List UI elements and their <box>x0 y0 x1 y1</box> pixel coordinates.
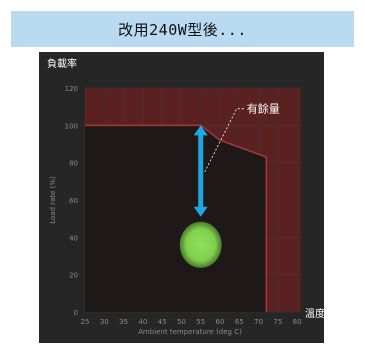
y-tick-label: 100 <box>65 122 78 130</box>
y-tick-label: 60 <box>69 197 78 205</box>
chart-panel: 25 30 35 40 45 50 55 60 65 70 75 80 0 20 40 60 80 100 120… <box>39 52 325 343</box>
x-tick-label: 25 <box>81 318 90 326</box>
arrow-head-down <box>193 206 208 217</box>
x-tick-labels: 25 30 35 40 45 50 55 60 65 70 75 80 <box>81 318 302 326</box>
x-end-label: 溫度 <box>305 307 324 320</box>
banner: 改用240W型後... <box>11 11 354 47</box>
annotation-leader <box>204 108 245 173</box>
x-tick-label: 70 <box>254 318 263 326</box>
y-tick-label: 0 <box>74 309 78 317</box>
x-tick-label: 35 <box>119 318 128 326</box>
x-tick-label: 80 <box>293 318 302 326</box>
load-marker <box>179 221 222 268</box>
annotation-text: 有餘量 <box>247 102 280 116</box>
y-tick-labels: 0 20 40 60 80 100 120 <box>65 85 78 317</box>
y-tick-label: 80 <box>69 160 78 168</box>
x-tick-label: 50 <box>177 318 186 326</box>
boundary-line <box>85 124 268 312</box>
y-tick-label: 40 <box>69 234 78 242</box>
derating-chart: 25 30 35 40 45 50 55 60 65 70 75 80 0 20 40 60 80 100 120… <box>47 57 325 336</box>
x-tick-label: 75 <box>273 318 282 326</box>
x-tick-label: 45 <box>158 318 167 326</box>
safe-area <box>85 125 267 312</box>
margin-arrow <box>193 125 208 217</box>
corner-label: 負載率 <box>47 57 77 70</box>
x-tick-label: 60 <box>216 318 225 326</box>
x-axis-label: Ambient temperature (deg C) <box>138 328 242 336</box>
y-tick-label: 120 <box>65 85 78 93</box>
x-tick-label: 40 <box>138 318 147 326</box>
arrow-shaft <box>198 134 204 208</box>
banner-text: 改用240W型後... <box>118 20 247 39</box>
arrow-head-up <box>193 125 208 136</box>
y-axis-label: Load rate (%) <box>49 176 57 224</box>
y-tick-label: 20 <box>69 272 78 280</box>
x-tick-label: 65 <box>235 318 244 326</box>
x-tick-label: 30 <box>100 318 109 326</box>
x-tick-label: 55 <box>196 318 205 326</box>
